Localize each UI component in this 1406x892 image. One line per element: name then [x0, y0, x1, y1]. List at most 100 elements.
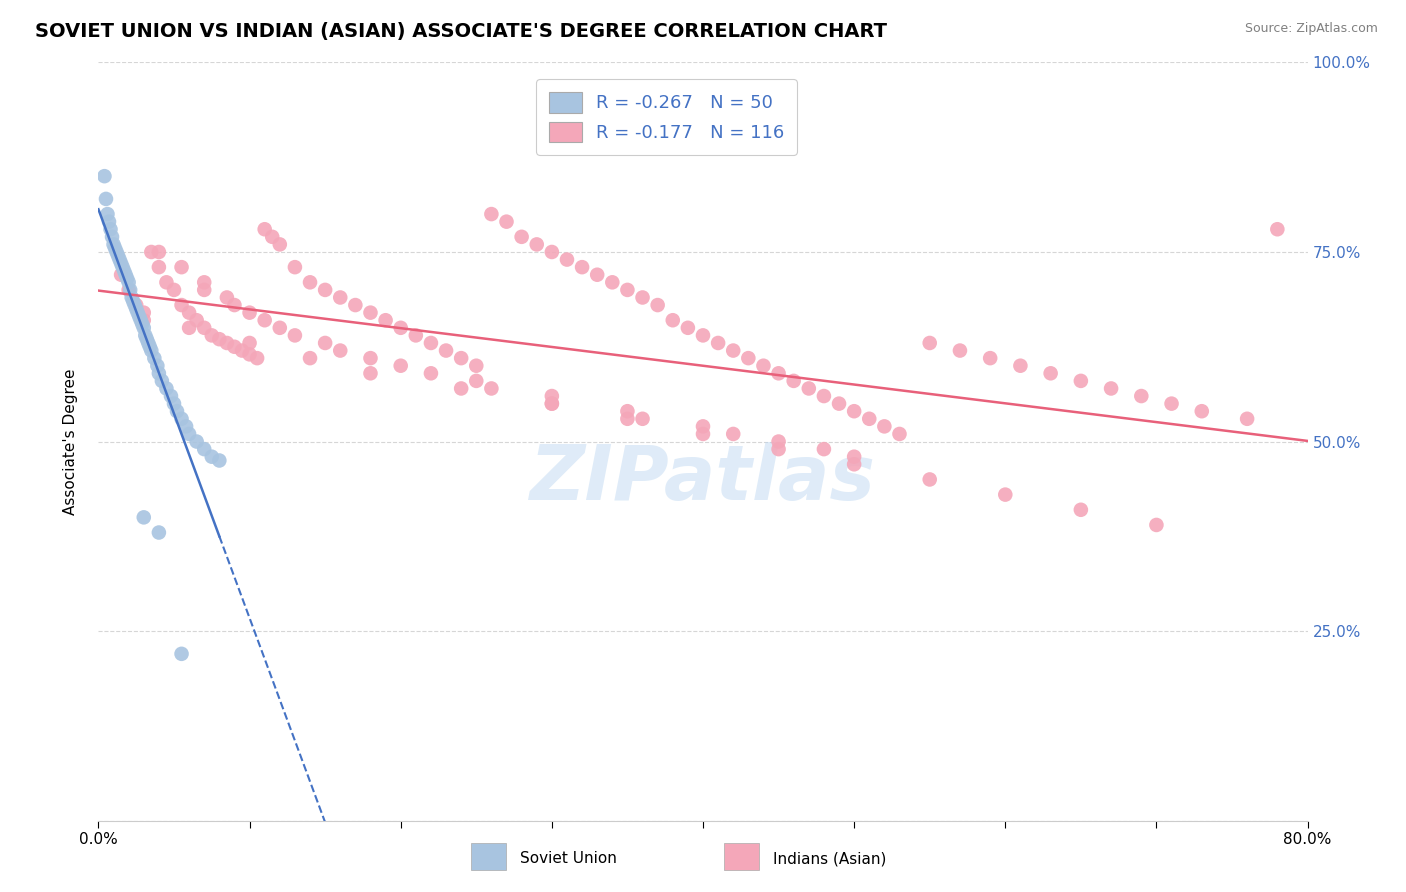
Point	[540, 396, 562, 410]
Point	[170, 298, 193, 312]
Point	[127, 305, 149, 319]
Point	[143, 351, 166, 366]
Point	[284, 328, 307, 343]
Point	[141, 244, 163, 259]
Point	[465, 359, 488, 373]
Point	[132, 510, 155, 524]
Point	[631, 412, 654, 426]
Point	[768, 366, 790, 380]
Point	[105, 244, 128, 259]
Point	[1236, 412, 1258, 426]
Point	[540, 389, 562, 403]
Point	[155, 382, 177, 396]
Point	[193, 442, 215, 457]
Point	[170, 412, 193, 426]
Point	[110, 256, 132, 270]
Point	[166, 404, 188, 418]
Point	[201, 450, 224, 464]
Point	[1099, 382, 1122, 396]
Point	[329, 343, 352, 358]
Text: Soviet Union: Soviet Union	[520, 852, 617, 866]
Point	[828, 396, 851, 410]
Point	[163, 396, 186, 410]
Point	[94, 192, 117, 206]
Point	[918, 473, 941, 487]
Point	[360, 351, 382, 366]
Point	[1146, 517, 1168, 532]
Point	[201, 328, 224, 343]
Point	[692, 419, 714, 434]
Point	[121, 291, 143, 305]
Point	[103, 237, 125, 252]
Point	[132, 305, 155, 319]
Point	[360, 305, 382, 319]
Point	[215, 291, 238, 305]
Point	[314, 283, 336, 297]
Point	[132, 320, 155, 334]
Point	[135, 332, 157, 346]
Point	[1191, 404, 1213, 418]
Point	[148, 260, 170, 274]
Point	[555, 252, 578, 267]
Point	[344, 298, 367, 312]
Point	[783, 374, 806, 388]
Point	[737, 351, 759, 366]
Point	[128, 310, 150, 324]
Point	[253, 313, 276, 327]
Point	[120, 283, 142, 297]
Point	[170, 260, 193, 274]
Point	[101, 229, 124, 244]
Point	[124, 298, 146, 312]
Point	[239, 305, 262, 319]
Point	[616, 412, 638, 426]
Point	[136, 335, 159, 350]
Point	[122, 294, 145, 309]
Point	[540, 244, 562, 259]
Point	[495, 214, 517, 228]
Point	[692, 427, 714, 442]
Point	[104, 241, 127, 255]
Point	[420, 366, 443, 380]
Point	[873, 419, 896, 434]
Point	[253, 222, 276, 236]
Point	[179, 320, 201, 334]
Point	[262, 229, 284, 244]
Point	[186, 313, 208, 327]
Point	[111, 260, 134, 274]
Point	[329, 291, 352, 305]
Point	[193, 283, 215, 297]
Point	[481, 207, 503, 221]
Point	[107, 249, 129, 263]
Point	[179, 427, 201, 442]
Point	[510, 229, 533, 244]
Point	[844, 450, 866, 464]
Point	[768, 434, 790, 449]
Point	[148, 366, 170, 380]
Point	[676, 320, 699, 334]
Point	[752, 359, 775, 373]
Point	[586, 268, 609, 282]
Point	[112, 264, 135, 278]
Point	[360, 366, 382, 380]
Point	[1070, 374, 1092, 388]
Point	[374, 313, 396, 327]
Text: Source: ZipAtlas.com: Source: ZipAtlas.com	[1244, 22, 1378, 36]
Point	[132, 313, 155, 327]
Point	[115, 271, 138, 285]
Point	[602, 275, 624, 289]
Point	[858, 412, 880, 426]
Point	[692, 328, 714, 343]
Point	[918, 335, 941, 350]
Point	[125, 301, 148, 316]
Point	[170, 647, 193, 661]
Point	[707, 335, 730, 350]
Point	[139, 340, 162, 354]
Point	[100, 222, 122, 236]
Point	[269, 237, 291, 252]
Point	[129, 313, 152, 327]
Point	[193, 275, 215, 289]
Point	[110, 268, 132, 282]
Point	[540, 396, 562, 410]
Point	[434, 343, 457, 358]
Point	[246, 351, 269, 366]
